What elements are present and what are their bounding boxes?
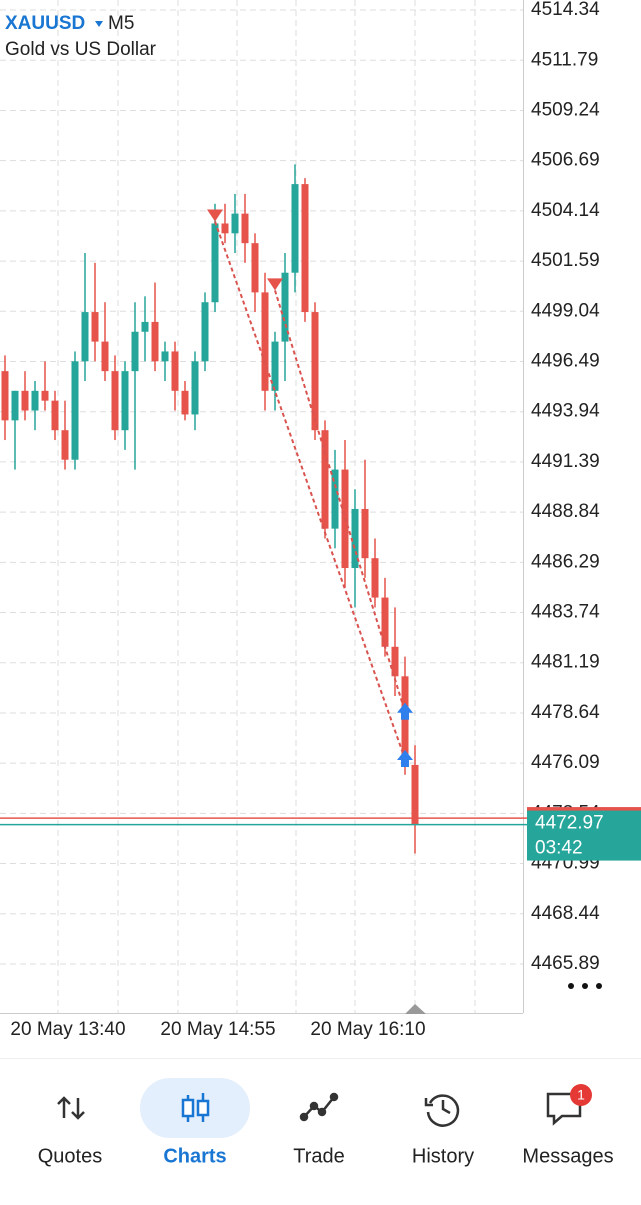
y-tick-label: 4499.04	[531, 300, 600, 321]
countdown: 03:42	[535, 838, 583, 859]
quotes-icon[interactable]	[57, 1096, 85, 1120]
candle-body	[141, 321, 149, 332]
candle-body	[161, 351, 169, 362]
candle-body	[71, 361, 79, 460]
candle-body	[241, 213, 249, 244]
y-tick-label: 4476.09	[531, 752, 600, 773]
candle-body	[121, 371, 129, 431]
trade-line	[274, 290, 406, 713]
y-tick-label: 4491.39	[531, 451, 600, 472]
bid-price: 4472.97	[535, 813, 604, 834]
y-tick-label: 4514.34	[531, 0, 600, 20]
candle-body	[51, 400, 59, 431]
nav-label[interactable]: History	[412, 1145, 474, 1167]
candle-body	[331, 469, 339, 529]
y-tick-label: 4493.94	[531, 401, 600, 422]
candle-body	[181, 390, 189, 415]
x-tick-label: 20 May 13:40	[10, 1019, 125, 1040]
candle-body	[251, 243, 259, 293]
plot	[1, 164, 419, 854]
badge-count: 1	[577, 1087, 585, 1103]
candle-body	[171, 351, 179, 391]
symbol[interactable]: XAUUSD	[5, 13, 85, 34]
candle-body	[391, 646, 399, 677]
candle-body	[221, 223, 229, 234]
candle-body	[41, 390, 49, 401]
candle-body	[111, 371, 119, 431]
active-pill	[140, 1078, 250, 1138]
bid-tag	[527, 810, 641, 861]
y-tick-label: 4465.89	[531, 953, 600, 974]
candle-body	[231, 213, 239, 234]
y-tick-label: 4509.24	[531, 99, 600, 120]
candle-body	[351, 508, 359, 569]
candle-body	[301, 184, 309, 313]
x-tick-label: 20 May 14:55	[160, 1019, 275, 1040]
candle-body	[211, 223, 219, 303]
candle-body	[61, 430, 69, 460]
candle-body	[101, 341, 109, 372]
candle-body	[261, 292, 269, 391]
y-tick-label: 4468.44	[531, 903, 600, 924]
charts-icon[interactable]	[181, 1093, 210, 1122]
history-icon[interactable]	[424, 1094, 460, 1127]
candle-body	[1, 371, 9, 421]
candle-body	[411, 764, 419, 825]
more-icon[interactable]	[568, 983, 602, 989]
candle-body	[81, 312, 89, 362]
candle-body	[321, 430, 329, 529]
candle-body	[371, 558, 379, 598]
candle-body	[31, 390, 39, 411]
candle-body	[281, 272, 289, 342]
x-tick-label: 20 May 16:10	[310, 1019, 425, 1040]
y-tick-label: 4504.14	[531, 200, 600, 221]
nav-label[interactable]: Charts	[163, 1145, 226, 1167]
scroll-marker[interactable]	[405, 1004, 426, 1014]
candle-body	[401, 676, 409, 765]
sell-marker	[207, 209, 223, 222]
candle-body	[291, 184, 299, 273]
y-tick-label: 4496.49	[531, 351, 600, 372]
y-tick-label: 4486.29	[531, 551, 600, 572]
buy-marker	[397, 702, 413, 720]
y-tick-label: 4481.19	[531, 652, 600, 673]
candle-body	[131, 331, 139, 372]
badge	[570, 1084, 592, 1106]
y-tick-label: 4501.59	[531, 250, 600, 271]
nav-label[interactable]: Trade	[293, 1145, 345, 1167]
candle-body	[361, 508, 369, 559]
dropdown-icon[interactable]	[95, 21, 103, 27]
y-tick-label: 4506.69	[531, 150, 600, 171]
candle-body	[21, 390, 29, 411]
nav-label[interactable]: Quotes	[38, 1145, 102, 1167]
candle-body	[201, 302, 209, 362]
candle-body	[191, 361, 199, 415]
y-tick-label: 4483.74	[531, 602, 600, 623]
nav-label[interactable]: Messages	[522, 1145, 613, 1167]
candle-body	[11, 390, 19, 421]
y-tick-label: 4478.64	[531, 702, 600, 723]
candle-body	[91, 312, 99, 342]
candle-body	[271, 341, 279, 391]
buy-marker	[397, 750, 413, 768]
candle-body	[311, 312, 319, 431]
candle-body	[381, 597, 389, 647]
trade-icon[interactable]	[299, 1092, 339, 1122]
y-tick-label: 4511.79	[531, 49, 598, 70]
sell-marker	[267, 278, 283, 291]
y-tick-label: 4488.84	[531, 501, 600, 522]
description: Gold vs US Dollar	[5, 39, 157, 60]
candle-body	[151, 321, 159, 362]
timeframe[interactable]: M5	[108, 13, 134, 34]
